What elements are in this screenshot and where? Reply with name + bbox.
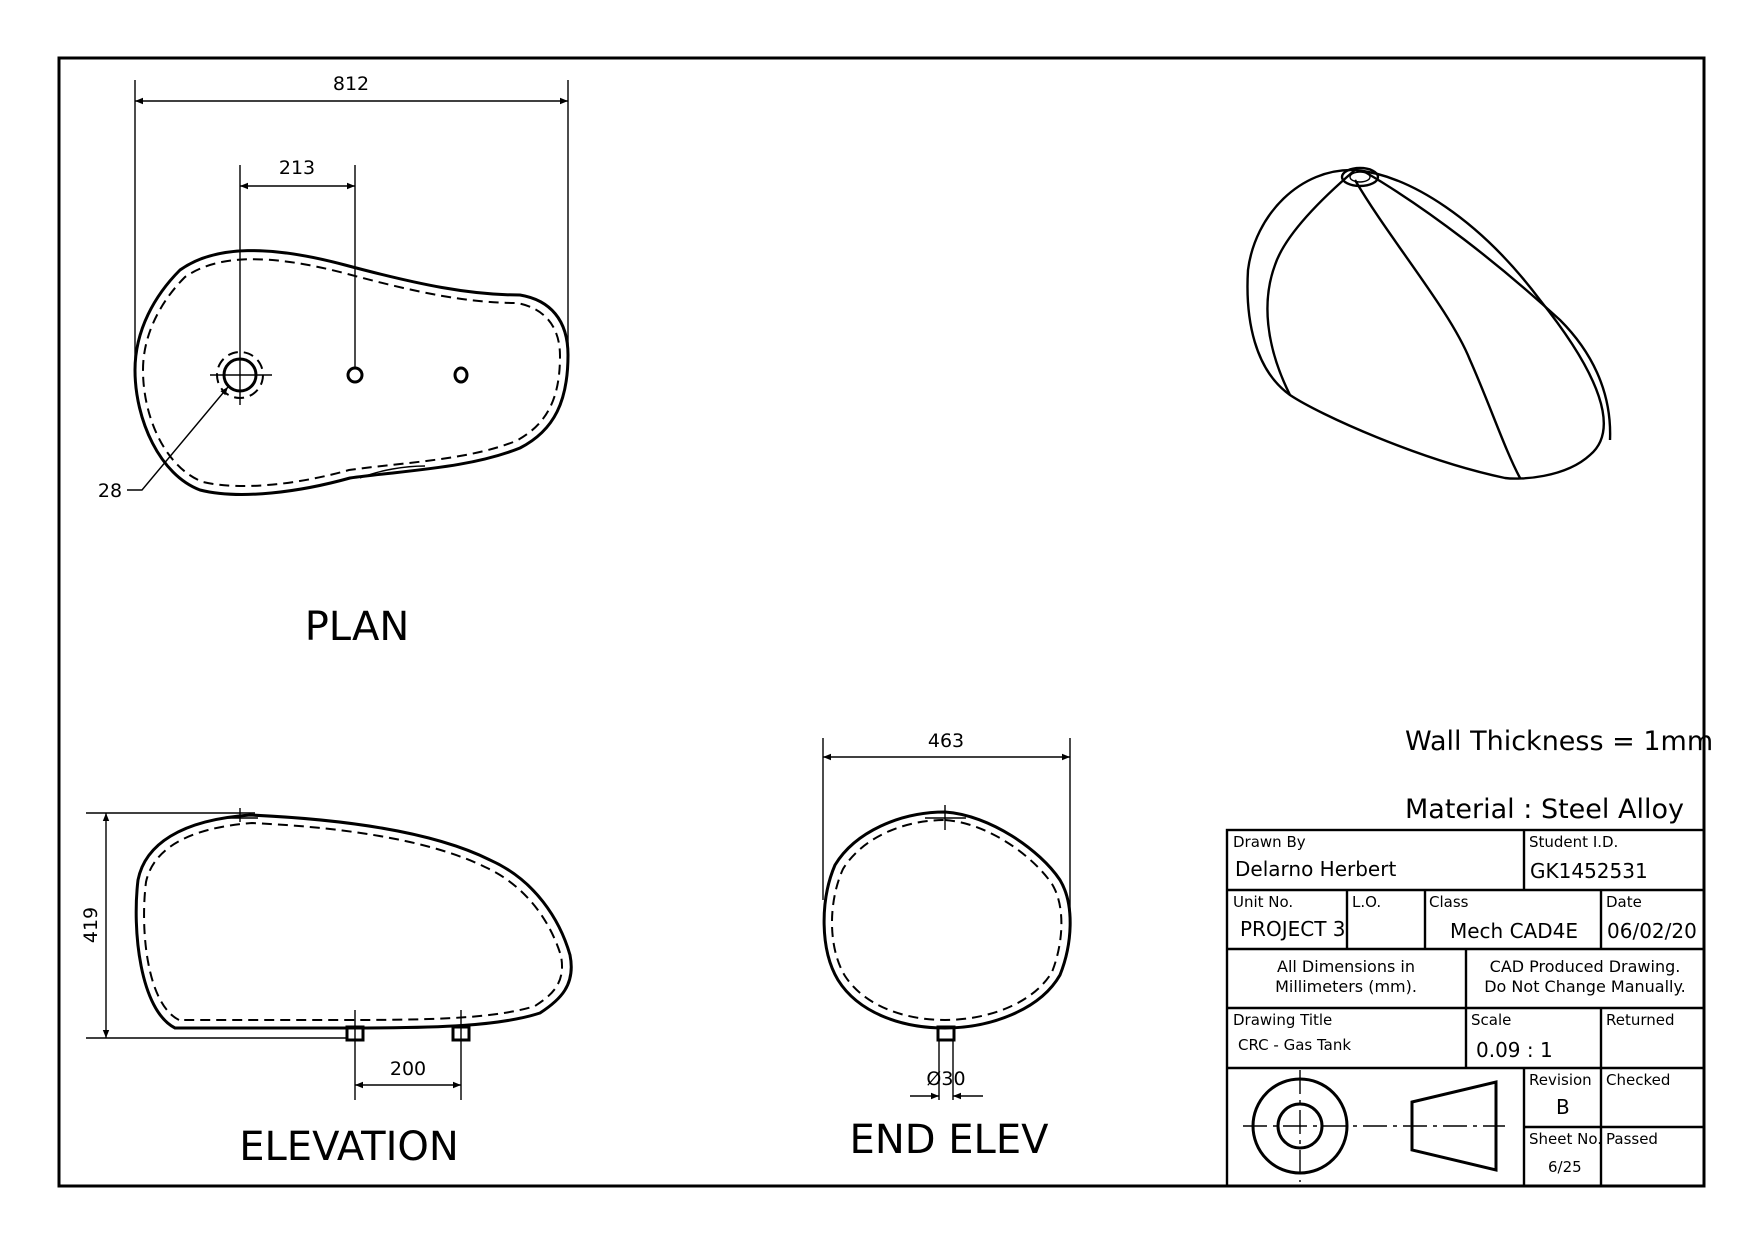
note-cad-line-1: CAD Produced Drawing. xyxy=(1490,957,1681,976)
note-dims-line-1: All Dimensions in xyxy=(1277,957,1415,976)
label-lo: L.O. xyxy=(1352,893,1381,911)
elevation-view: 200 419 ELEVATION xyxy=(80,808,573,1170)
iso-seam xyxy=(1353,179,1522,479)
plan-outline xyxy=(133,249,570,496)
end-outline xyxy=(822,810,1072,1030)
note-material: Material : Steel Alloy xyxy=(1405,794,1684,825)
note-dims-line-2: Millimeters (mm). xyxy=(1275,977,1417,996)
isometric-view xyxy=(1246,166,1612,480)
iso-outline xyxy=(1246,168,1605,480)
label-scale: Scale xyxy=(1471,1011,1511,1029)
title-block: Drawn By Delarno Herbert Student I.D. GK… xyxy=(1225,828,1706,1188)
iso-filler-cap xyxy=(1340,166,1380,188)
value-class: Mech CAD4E xyxy=(1450,919,1578,943)
value-unit-no: PROJECT 3 xyxy=(1240,917,1346,941)
label-unit-no: Unit No. xyxy=(1233,893,1293,911)
value-revision: B xyxy=(1556,1095,1570,1119)
view-label-end-elev: END ELEV xyxy=(850,1117,1050,1163)
plan-view: 812 213 28 PLAN xyxy=(98,73,570,650)
dim-elevation-tab-spacing: 200 xyxy=(390,1058,426,1080)
note-wall-thickness: Wall Thickness = 1mm xyxy=(1405,726,1713,757)
plan-inner-wall xyxy=(141,258,562,488)
label-drawing-title: Drawing Title xyxy=(1233,1011,1332,1029)
dim-end-tab-dia: Ø30 xyxy=(926,1068,965,1090)
value-drawing-title: CRC - Gas Tank xyxy=(1238,1036,1351,1054)
dim-filler-dia: 28 xyxy=(98,480,122,502)
end-inner-wall xyxy=(831,818,1063,1022)
end-elevation-view: Ø30 463 END ELEV xyxy=(822,730,1072,1163)
plan-hole-2 xyxy=(453,366,469,384)
label-revision: Revision xyxy=(1529,1071,1592,1089)
note-cad-line-2: Do Not Change Manually. xyxy=(1484,977,1686,996)
sheet-border xyxy=(57,56,1706,1188)
dim-elevation-height: 419 xyxy=(80,907,102,943)
label-sheet-no: Sheet No. xyxy=(1529,1130,1602,1148)
value-sheet-no: 6/25 xyxy=(1548,1158,1582,1176)
label-drawn-by: Drawn By xyxy=(1233,833,1306,851)
leader-28 xyxy=(127,386,229,491)
projection-symbol xyxy=(1243,1070,1505,1182)
label-date: Date xyxy=(1606,893,1642,911)
elevation-outline xyxy=(134,813,573,1030)
value-drawn-by: Delarno Herbert xyxy=(1235,857,1396,881)
value-date: 06/02/20 xyxy=(1607,919,1697,943)
dim-end-width: 463 xyxy=(928,730,964,752)
plan-hole-1 xyxy=(346,366,364,384)
label-student-id: Student I.D. xyxy=(1529,833,1618,851)
label-checked: Checked xyxy=(1606,1071,1670,1089)
label-class: Class xyxy=(1429,893,1469,911)
view-label-plan: PLAN xyxy=(305,604,410,650)
value-student-id: GK1452531 xyxy=(1530,859,1648,883)
iso-left-edge xyxy=(1266,169,1356,396)
value-scale: 0.09 : 1 xyxy=(1476,1038,1553,1062)
plan-seam xyxy=(359,465,426,479)
dim-plan-hole-spacing: 213 xyxy=(279,157,315,179)
elevation-inner-wall xyxy=(143,821,563,1021)
label-passed: Passed xyxy=(1606,1130,1658,1148)
view-label-elevation: ELEVATION xyxy=(239,1124,459,1170)
label-returned: Returned xyxy=(1606,1011,1675,1029)
iso-right-seam xyxy=(1364,170,1612,441)
end-tab xyxy=(936,1025,956,1042)
dim-plan-length: 812 xyxy=(333,73,369,95)
